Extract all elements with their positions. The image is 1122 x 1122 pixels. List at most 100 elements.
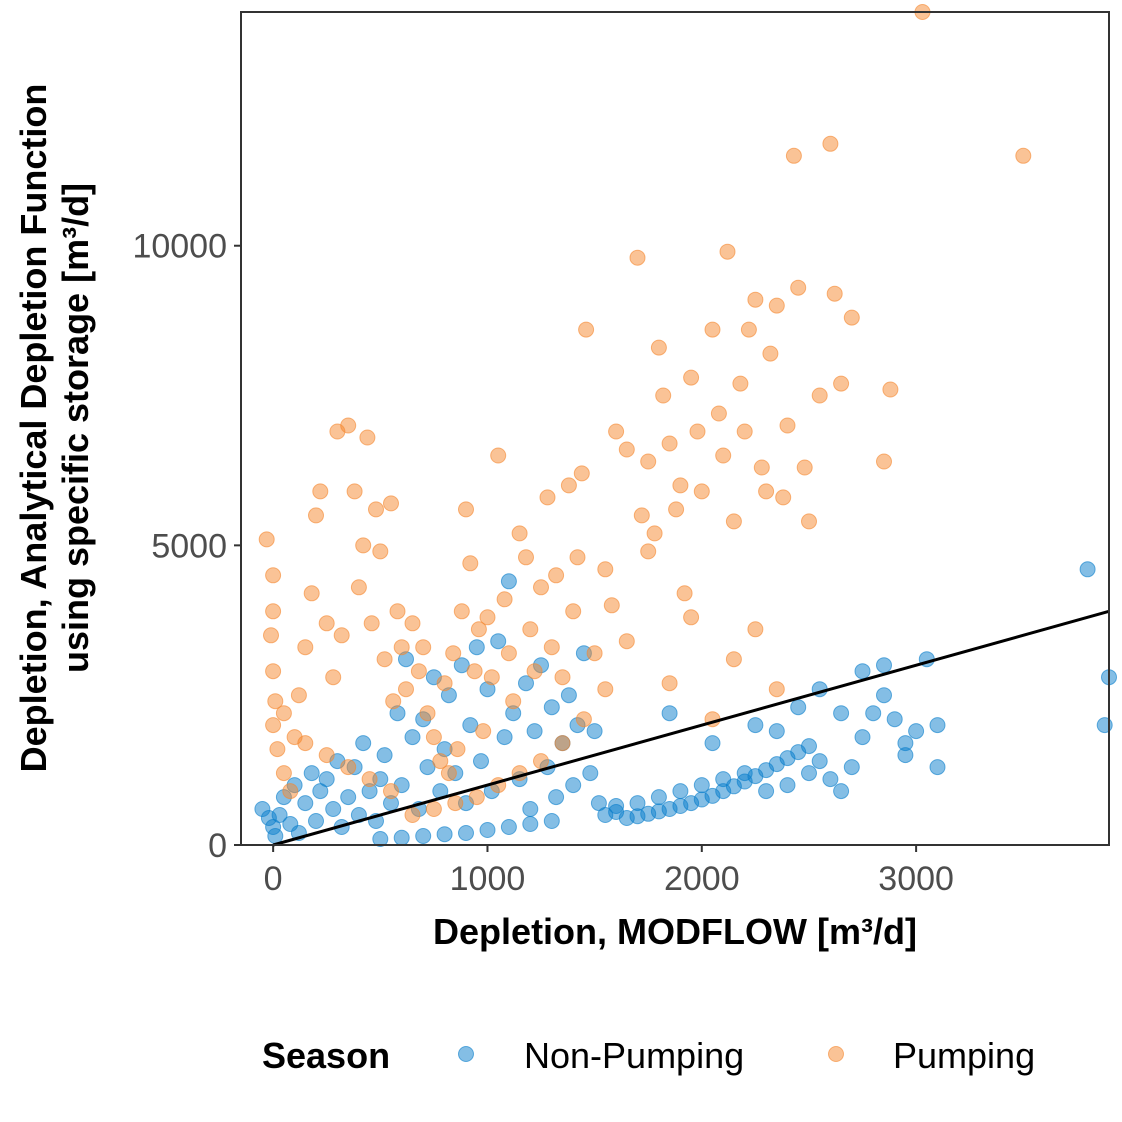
data-point xyxy=(425,801,442,817)
data-point xyxy=(725,513,742,530)
data-point xyxy=(490,447,507,464)
data-point xyxy=(355,735,372,752)
data-point xyxy=(500,573,517,590)
data-point xyxy=(303,765,320,782)
data-point xyxy=(929,717,946,734)
data-point xyxy=(404,615,421,632)
data-point xyxy=(785,147,802,164)
data-point xyxy=(462,555,479,572)
data-point xyxy=(646,525,663,542)
data-point xyxy=(578,321,595,338)
data-point xyxy=(496,729,513,746)
data-point xyxy=(876,453,892,470)
data-point xyxy=(661,675,678,692)
x-axis-title: Depletion, MODFLOW [m³/d] xyxy=(433,911,917,952)
data-point xyxy=(768,723,785,740)
data-point xyxy=(740,321,757,338)
data-point xyxy=(732,375,749,392)
data-point xyxy=(704,321,721,338)
data-point xyxy=(908,723,925,740)
data-point xyxy=(676,585,693,602)
data-point xyxy=(876,687,892,704)
data-point xyxy=(768,297,785,314)
data-point xyxy=(801,738,817,755)
data-point xyxy=(543,639,560,656)
data-point xyxy=(811,753,828,770)
data-point xyxy=(633,507,650,524)
data-point xyxy=(275,705,292,722)
data-point xyxy=(801,765,817,782)
legend: Season Non-Pumping Pumping xyxy=(262,1035,1035,1076)
data-point xyxy=(854,729,871,746)
data-point xyxy=(747,291,764,308)
data-point xyxy=(312,483,329,500)
data-point xyxy=(533,579,549,596)
data-point xyxy=(436,826,453,843)
legend-key-pumping xyxy=(828,1046,844,1062)
data-point xyxy=(389,603,406,620)
y-tick-label: 5000 xyxy=(151,527,227,565)
data-point xyxy=(689,423,706,440)
data-point xyxy=(458,501,474,518)
data-point xyxy=(376,651,393,668)
data-point xyxy=(385,693,402,710)
data-point xyxy=(267,828,284,844)
data-point xyxy=(693,483,710,500)
data-point xyxy=(265,663,282,680)
data-point xyxy=(518,549,534,566)
data-point xyxy=(736,765,753,782)
data-point xyxy=(419,759,436,776)
data-point xyxy=(445,645,462,662)
data-point xyxy=(490,633,507,650)
y-axis-ticks: 0 5000 10000 xyxy=(132,228,241,865)
data-point xyxy=(618,633,635,650)
y-axis-title-line1: Depletion, Analytical Depletion Function xyxy=(13,84,54,773)
data-point xyxy=(779,417,796,434)
data-point xyxy=(779,777,796,794)
data-point xyxy=(318,771,335,788)
data-point xyxy=(297,639,314,656)
data-point xyxy=(483,669,500,686)
data-point xyxy=(265,603,282,620)
data-point xyxy=(361,771,378,788)
data-point xyxy=(565,777,582,794)
data-point xyxy=(468,639,485,656)
data-point xyxy=(650,339,667,356)
data-point xyxy=(479,822,496,838)
data-point xyxy=(350,579,367,596)
data-point xyxy=(269,741,286,758)
data-point xyxy=(640,543,657,560)
data-point xyxy=(325,801,342,817)
data-point xyxy=(404,729,421,746)
data-point xyxy=(672,783,689,800)
data-point xyxy=(282,783,299,800)
data-point xyxy=(505,693,522,710)
data-point xyxy=(432,753,449,770)
data-point xyxy=(758,783,775,800)
data-point xyxy=(582,765,599,782)
x-tick-label: 3000 xyxy=(878,860,954,898)
data-point xyxy=(897,747,914,764)
data-point xyxy=(865,705,882,722)
data-point xyxy=(449,741,466,758)
data-point xyxy=(655,387,672,404)
data-point xyxy=(500,645,517,662)
data-point xyxy=(548,789,565,806)
data-point xyxy=(263,627,279,644)
reference-line xyxy=(272,609,1110,847)
data-point xyxy=(1015,147,1032,164)
data-point xyxy=(447,795,464,812)
data-point xyxy=(790,699,807,716)
data-point xyxy=(843,759,860,776)
data-point xyxy=(569,549,586,566)
data-point xyxy=(762,345,779,362)
data-point xyxy=(843,309,860,326)
data-point xyxy=(526,723,543,740)
data-point xyxy=(548,567,565,584)
legend-label-non-pumping: Non-Pumping xyxy=(524,1035,744,1076)
data-point xyxy=(704,735,721,752)
data-point xyxy=(372,543,389,560)
data-point xyxy=(747,621,764,638)
data-point xyxy=(496,591,513,608)
